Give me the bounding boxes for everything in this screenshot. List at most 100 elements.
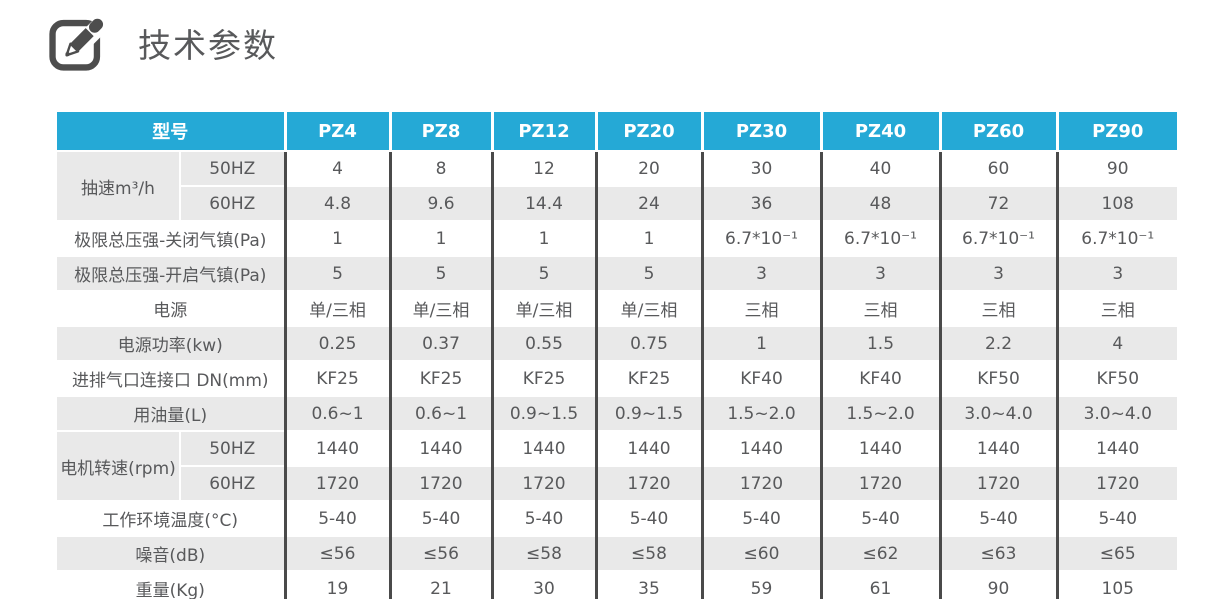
- spec-value-cell: 1: [594, 220, 702, 256]
- spec-value-cell: 0.6~1: [388, 395, 492, 431]
- spec-value-cell: 1720: [594, 465, 702, 501]
- spec-row: 噪音(dB) ≤56 ≤56 ≤58 ≤58 ≤60 ≤62 ≤63 ≤65: [57, 535, 1177, 571]
- model-header-cell: PZ8: [388, 112, 492, 152]
- spec-value-cell: 三相: [1055, 290, 1177, 326]
- spec-value-cell: KF25: [283, 360, 390, 396]
- spec-value-cell: 72: [938, 185, 1057, 221]
- spec-value-cell: 1720: [1055, 465, 1177, 501]
- row-label: 重量(Kg): [57, 570, 285, 599]
- spec-value-cell: 20: [594, 150, 702, 186]
- spec-value-cell: KF50: [938, 360, 1057, 396]
- spec-value-cell: 5-40: [283, 500, 390, 536]
- spec-value-cell: KF25: [388, 360, 492, 396]
- spec-value-cell: 48: [819, 185, 940, 221]
- page-title: 技术参数: [138, 26, 278, 65]
- spec-value-cell: 三相: [819, 290, 940, 326]
- spec-value-cell: 2.2: [938, 325, 1057, 361]
- spec-value-cell: 1440: [938, 430, 1057, 466]
- spec-value-cell: 8: [388, 150, 492, 186]
- spec-value-cell: 12: [490, 150, 596, 186]
- model-header-cell: PZ60: [938, 112, 1057, 152]
- spec-value-cell: ≤56: [283, 535, 390, 571]
- spec-value-cell: 35: [594, 570, 702, 599]
- row-label: 工作环境温度(°C): [57, 500, 285, 536]
- section-title-bar: 技术参数: [0, 0, 1208, 72]
- row-label: 电源: [57, 290, 285, 326]
- model-header-row: 型号 PZ4 PZ8 PZ12 PZ20 PZ30 PZ40 PZ60 PZ90: [57, 112, 1177, 152]
- spec-value-cell: 单/三相: [490, 290, 596, 326]
- spec-value-cell: 0.37: [388, 325, 492, 361]
- spec-value-cell: ≤58: [490, 535, 596, 571]
- spec-value-cell: KF40: [700, 360, 821, 396]
- spec-value-cell: 6.7*10⁻¹: [1055, 220, 1177, 256]
- spec-value-cell: 5-40: [594, 500, 702, 536]
- spec-value-cell: 5-40: [490, 500, 596, 536]
- spec-value-cell: 单/三相: [594, 290, 702, 326]
- spec-value-cell: 1720: [938, 465, 1057, 501]
- row-sub-label: 60HZ: [179, 185, 285, 221]
- spec-value-cell: ≤60: [700, 535, 821, 571]
- spec-table: 型号 PZ4 PZ8 PZ12 PZ20 PZ30 PZ40 PZ60 PZ90 抽速m³/h…: [57, 112, 1177, 599]
- spec-value-cell: 6.7*10⁻¹: [938, 220, 1057, 256]
- spec-value-cell: 3: [1055, 255, 1177, 291]
- spec-value-cell: 6.7*10⁻¹: [700, 220, 821, 256]
- spec-value-cell: 1440: [594, 430, 702, 466]
- spec-value-cell: 5-40: [938, 500, 1057, 536]
- spec-table-body: 抽速m³/h 50HZ 4 8 12 20 30 40 60 90 60HZ 4.8 9.6 14.4 24…: [57, 150, 1177, 599]
- spec-value-cell: KF25: [490, 360, 596, 396]
- spec-row: 进排气口连接口 DN(mm) KF25 KF25 KF25 KF25 KF40 KF40 KF…: [57, 360, 1177, 396]
- spec-value-cell: 单/三相: [283, 290, 390, 326]
- spec-row: 电机转速(rpm) 50HZ 1440 1440 1440 1440 1440 1440 144…: [57, 430, 1177, 501]
- model-header-cell: PZ30: [700, 112, 821, 152]
- spec-value-cell: 14.4: [490, 185, 596, 221]
- model-header-cell: PZ4: [283, 112, 390, 152]
- spec-row: 60HZ 1720 1720 1720 1720 1720 1720 1720 1720: [57, 465, 1177, 501]
- spec-value-cell: 单/三相: [388, 290, 492, 326]
- spec-value-cell: 90: [938, 570, 1057, 599]
- row-sub-label: 60HZ: [179, 465, 285, 501]
- spec-value-cell: 105: [1055, 570, 1177, 599]
- spec-value-cell: 24: [594, 185, 702, 221]
- spec-value-cell: 30: [700, 150, 821, 186]
- spec-row: 工作环境温度(°C) 5-40 5-40 5-40 5-40 5-40 5-40 5-40 5-…: [57, 500, 1177, 536]
- row-group-label: 抽速m³/h: [57, 150, 180, 221]
- model-header-corner: 型号: [57, 112, 285, 152]
- spec-value-cell: 61: [819, 570, 940, 599]
- spec-value-cell: 59: [700, 570, 821, 599]
- row-label: 进排气口连接口 DN(mm): [57, 360, 285, 396]
- spec-value-cell: 19: [283, 570, 390, 599]
- spec-value-cell: 0.55: [490, 325, 596, 361]
- spec-value-cell: 1.5: [819, 325, 940, 361]
- spec-value-cell: 6.7*10⁻¹: [819, 220, 940, 256]
- spec-value-cell: 90: [1055, 150, 1177, 186]
- spec-row: 极限总压强-关闭气镇(Pa) 1 1 1 1 6.7*10⁻¹ 6.7*10⁻¹ 6.7*10…: [57, 220, 1177, 256]
- spec-value-cell: 1.5~2.0: [700, 395, 821, 431]
- row-sub-label: 50HZ: [179, 430, 285, 466]
- spec-value-cell: 3.0~4.0: [938, 395, 1057, 431]
- spec-value-cell: 1440: [819, 430, 940, 466]
- spec-row: 重量(Kg) 19 21 30 35 59 61 90 105: [57, 570, 1177, 599]
- spec-value-cell: 5-40: [388, 500, 492, 536]
- spec-value-cell: 1.5~2.0: [819, 395, 940, 431]
- spec-value-cell: 5-40: [819, 500, 940, 536]
- row-label: 噪音(dB): [57, 535, 285, 571]
- edit-pencil-icon: [48, 14, 111, 72]
- spec-value-cell: 1720: [819, 465, 940, 501]
- spec-value-cell: 5: [283, 255, 390, 291]
- spec-value-cell: 40: [819, 150, 940, 186]
- spec-value-cell: 1720: [490, 465, 596, 501]
- model-header-cell: PZ90: [1055, 112, 1177, 152]
- spec-value-cell: 30: [490, 570, 596, 599]
- spec-value-cell: ≤56: [388, 535, 492, 571]
- spec-value-cell: 5: [594, 255, 702, 291]
- spec-value-cell: 1440: [490, 430, 596, 466]
- spec-value-cell: 3: [819, 255, 940, 291]
- spec-row: 电源功率(kw) 0.25 0.37 0.55 0.75 1 1.5 2.2 4: [57, 325, 1177, 361]
- spec-value-cell: ≤65: [1055, 535, 1177, 571]
- spec-value-cell: 108: [1055, 185, 1177, 221]
- spec-value-cell: 1: [283, 220, 390, 256]
- spec-value-cell: 1440: [388, 430, 492, 466]
- spec-value-cell: 1440: [283, 430, 390, 466]
- spec-value-cell: KF50: [1055, 360, 1177, 396]
